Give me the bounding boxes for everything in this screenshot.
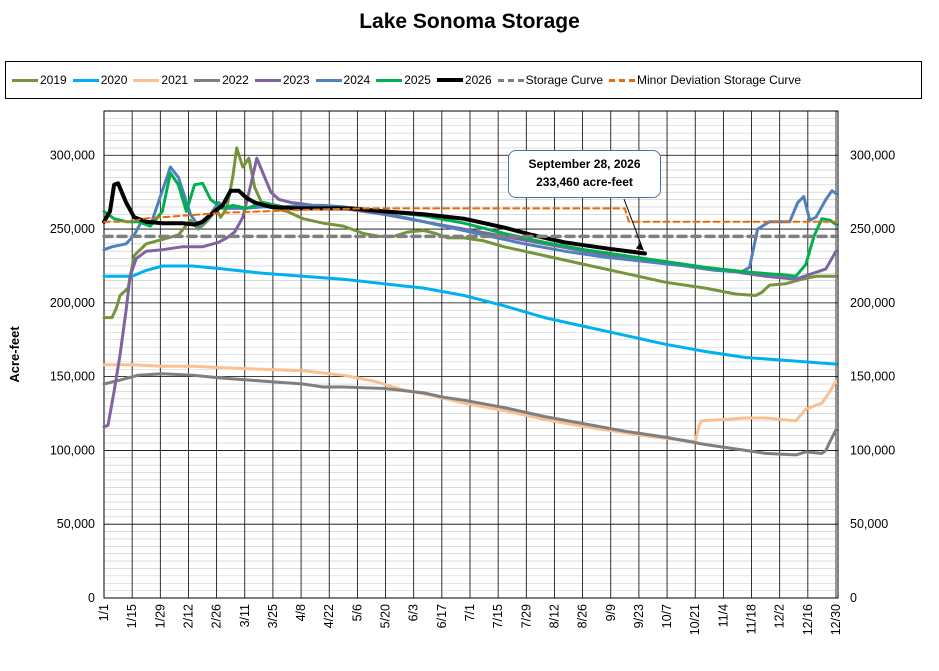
x-tick-label: 4/8 — [294, 604, 308, 621]
legend-item: Minor Deviation Storage Curve — [609, 73, 801, 87]
legend-item: 2026 — [436, 73, 492, 87]
x-tick-label: 5/20 — [379, 604, 393, 628]
x-tick-label: 1/29 — [153, 604, 167, 628]
annotation-arrowhead — [635, 242, 644, 251]
x-tick-label: 2/26 — [210, 604, 224, 628]
legend-item: 2025 — [376, 73, 431, 87]
y-axis-label: Acre-feet — [7, 326, 22, 383]
annotation-date: September 28, 2026 — [528, 157, 641, 171]
legend-item: 2024 — [315, 73, 371, 87]
x-tick-label: 7/15 — [491, 604, 505, 628]
x-tick-label: 9/23 — [632, 604, 646, 628]
legend-swatch — [72, 78, 99, 82]
annotation-callout: September 28, 2026 233,460 acre-feet — [508, 150, 661, 198]
legend-swatch — [436, 78, 463, 82]
legend-label: 2022 — [222, 73, 249, 87]
legend-swatch — [12, 78, 38, 82]
x-tick-label: 4/22 — [322, 604, 336, 628]
x-tick-label: 2/12 — [181, 604, 195, 628]
x-tick-label: 6/17 — [435, 604, 449, 628]
legend-item: 2021 — [133, 73, 188, 87]
y-tick-label-left: 50,000 — [57, 517, 95, 531]
y-tick-label-right: 200,000 — [850, 296, 895, 310]
y-tick-label-left: 200,000 — [50, 296, 95, 310]
x-tick-label: 10/21 — [688, 604, 702, 635]
x-tick-label: 7/29 — [519, 604, 533, 628]
y-tick-label-left: 0 — [88, 591, 95, 605]
legend-swatch — [133, 78, 160, 82]
y-tick-label-left: 150,000 — [50, 370, 95, 384]
y-tick-label-right: 100,000 — [850, 443, 895, 457]
y-tick-label-left: 300,000 — [50, 148, 95, 162]
annotation-arrow — [623, 198, 644, 250]
x-tick-label: 3/25 — [266, 604, 280, 628]
legend-item: 2019 — [12, 73, 67, 87]
x-tick-label: 5/6 — [350, 604, 364, 621]
legend: 2019 2020 2021 2022 2023 2024 2025 2026 Storage … — [5, 61, 922, 99]
x-tick-label: 1/15 — [125, 604, 139, 628]
x-tick-label: 12/30 — [829, 604, 843, 635]
y-tick-label-right: 250,000 — [850, 222, 895, 236]
legend-item: Storage Curve — [497, 73, 603, 87]
x-tick-label: 12/16 — [801, 604, 815, 635]
legend-label: Minor Deviation Storage Curve — [637, 73, 802, 87]
x-tick-label: 6/3 — [407, 604, 421, 621]
y-tick-label-right: 300,000 — [850, 148, 895, 162]
y-tick-label-left: 250,000 — [50, 222, 95, 236]
legend-swatch — [315, 78, 342, 82]
y-tick-label-right: 150,000 — [850, 370, 895, 384]
legend-swatch — [194, 78, 221, 82]
legend-swatch — [609, 78, 635, 82]
legend-label: 2021 — [161, 73, 189, 87]
legend-item: 2020 — [72, 73, 128, 87]
series-line-2021 — [102, 363, 838, 444]
x-tick-label: 11/18 — [745, 604, 759, 634]
legend-item: 2023 — [254, 73, 310, 87]
y-tick-label-right: 50,000 — [850, 517, 888, 531]
x-tick-label: 3/11 — [238, 604, 252, 627]
legend-label: 2025 — [404, 73, 431, 87]
y-tick-label-right: 0 — [850, 591, 857, 605]
legend-swatch — [497, 78, 524, 82]
chart-title: Lake Sonoma Storage — [359, 10, 580, 33]
legend-swatch — [376, 78, 403, 82]
series-line-2019 — [102, 146, 838, 320]
legend-label: 2023 — [282, 73, 310, 87]
x-tick-label: 11/4 — [716, 604, 730, 627]
series-line-2024 — [102, 165, 838, 274]
x-tick-label: 7/1 — [463, 604, 477, 621]
series-line-2026 — [102, 181, 647, 256]
x-tick-label: 12/2 — [773, 604, 787, 628]
series-line-minor-deviation-storage-curve — [103, 207, 837, 223]
legend-item: 2022 — [194, 73, 249, 87]
series-line-2022 — [102, 372, 838, 457]
x-tick-label: 10/7 — [660, 604, 674, 628]
x-tick-label: 8/12 — [547, 604, 561, 628]
y-tick-label-left: 100,000 — [50, 443, 95, 457]
legend-label: Storage Curve — [525, 73, 603, 87]
legend-label: 2019 — [40, 73, 67, 87]
x-tick-label: 9/9 — [604, 604, 618, 621]
annotation-value: 233,460 acre-feet — [536, 175, 633, 189]
x-tick-label: 8/26 — [576, 604, 590, 628]
x-tick-label: 1/1 — [97, 604, 111, 621]
series-line-2020 — [102, 264, 838, 366]
legend-label: 2026 — [464, 73, 492, 87]
legend-label: 2024 — [343, 73, 371, 87]
legend-swatch — [254, 78, 281, 82]
legend-label: 2020 — [100, 73, 128, 87]
